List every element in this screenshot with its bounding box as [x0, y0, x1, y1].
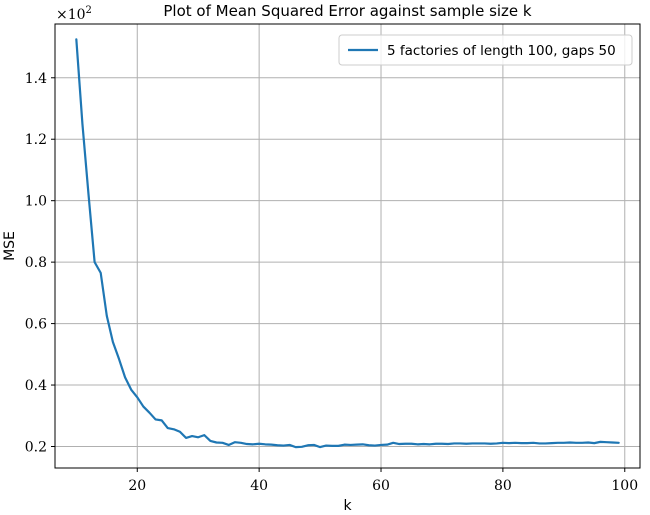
y-tick-label: 0.2	[25, 439, 47, 455]
x-axis-label: k	[343, 498, 352, 514]
axis-ticks: 20 40 60 80 100 0.2 0.4 0.6 0.8 1.0 1.2 1.4	[25, 71, 638, 494]
y-axis-label: MSE	[2, 231, 18, 261]
x-tick-label: 60	[372, 478, 390, 494]
y-tick-label: 0.4	[25, 378, 47, 394]
y-tick-label: 1.0	[25, 194, 47, 210]
chart-title: Plot of Mean Squared Error against sampl…	[163, 2, 532, 20]
x-tick-label: 100	[611, 478, 638, 494]
legend-label: 5 factories of length 100, gaps 50	[387, 43, 616, 59]
y-tick-label: 1.4	[25, 71, 47, 87]
x-tick-label: 80	[494, 478, 512, 494]
y-tick-label: 1.2	[25, 132, 47, 148]
grid-lines	[55, 24, 640, 468]
y-tick-label: 0.8	[25, 255, 47, 271]
y-tick-label: 0.6	[25, 317, 47, 333]
y-axis-scale-offset: ×102	[56, 5, 92, 23]
y-offset-base: ×10	[56, 7, 86, 23]
legend: 5 factories of length 100, gaps 50	[338, 34, 633, 66]
x-tick-label: 40	[250, 478, 268, 494]
mse-series-line	[75, 38, 620, 449]
x-tick-label: 20	[128, 478, 146, 494]
y-offset-exponent: 2	[86, 5, 92, 16]
plot-frame	[54, 23, 641, 469]
legend-box	[338, 34, 633, 66]
series-lines	[75, 38, 620, 449]
